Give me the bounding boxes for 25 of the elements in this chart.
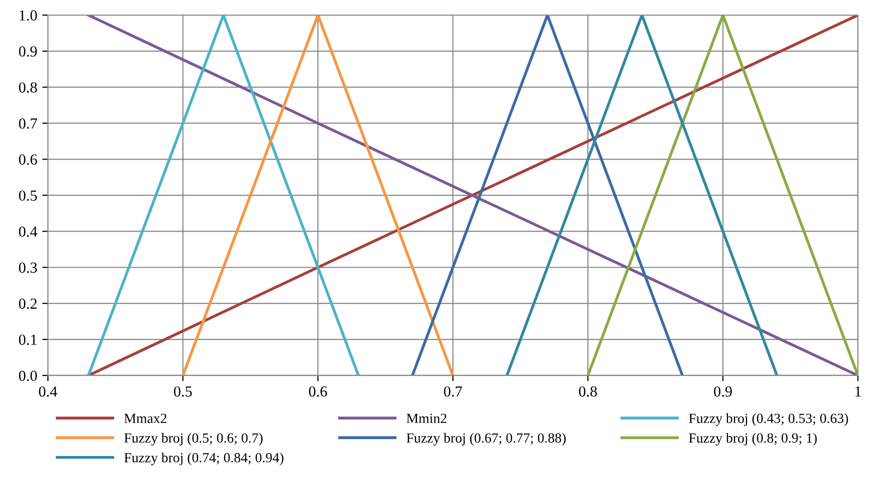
legend-label: Mmin2	[406, 414, 446, 423]
x-tick-label: 1	[855, 386, 861, 396]
x-tick-label: 0.7	[444, 386, 462, 397]
y-tick-label: 0.8	[18, 82, 37, 93]
x-tick-label: 0.4	[38, 386, 58, 397]
legend-label: Mmax2	[124, 414, 166, 424]
y-tick-label: 0.9	[18, 46, 37, 57]
y-tick-label: 0.1	[18, 334, 37, 345]
y-tick-label: 0.7	[18, 118, 38, 129]
legend-label: Fuzzy broj (0.5; 0.6; 0.7)	[124, 432, 263, 446]
y-tick-label: 0.4	[18, 226, 38, 237]
x-tick-label: 0.6	[308, 386, 328, 397]
y-tick-label: 0.5	[18, 190, 37, 201]
legend-label: Fuzzy broj (0.43; 0.53; 0.63)	[688, 413, 848, 426]
y-tick-label: 0.2	[18, 298, 37, 309]
y-tick-label: 0.0	[18, 370, 37, 381]
legend-label: Fuzzy broj (0.67; 0.77; 0.88)	[406, 432, 566, 446]
y-tick-label: 1.0	[20, 10, 37, 21]
legend-label: Fuzzy broj (0.74; 0.84; 0.94)	[124, 452, 284, 466]
legend-label: Fuzzy broj (0.8; 0.9; 1)	[688, 432, 817, 446]
y-tick-label: 0.3	[18, 262, 37, 273]
x-tick-label: 0.8	[578, 386, 597, 397]
x-tick-label: 0.5	[174, 386, 192, 397]
y-tick-label: 0.6	[18, 154, 38, 165]
x-tick-label: 0.9	[714, 386, 732, 397]
